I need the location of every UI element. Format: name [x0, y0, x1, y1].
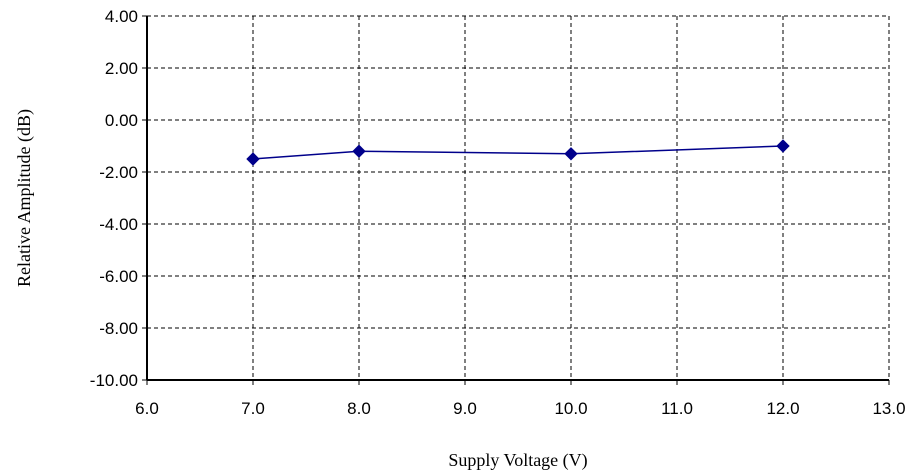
x-tick-label: 8.0 — [347, 399, 371, 418]
y-tick-label: 2.00 — [105, 59, 138, 78]
data-point-marker — [352, 144, 366, 158]
x-axis-title: Supply Voltage (V) — [448, 450, 587, 471]
axes — [142, 15, 890, 385]
x-tick-label: 9.0 — [453, 399, 477, 418]
x-tick-label: 7.0 — [241, 399, 265, 418]
x-tick-label: 13.0 — [872, 399, 905, 418]
y-tick-label: -8.00 — [99, 319, 138, 338]
x-tick-label: 11.0 — [661, 399, 693, 418]
data-point-marker — [776, 139, 790, 153]
y-tick-label: -10.00 — [90, 371, 138, 390]
y-tick-label: 0.00 — [105, 111, 138, 130]
y-tick-label: -2.00 — [99, 163, 138, 182]
y-tick-label: 4.00 — [105, 7, 138, 26]
data-point-marker — [564, 147, 578, 161]
y-axis-title: Relative Amplitude (dB) — [14, 109, 35, 287]
x-tick-label: 10.0 — [554, 399, 587, 418]
y-tick-label: -6.00 — [99, 267, 138, 286]
data-point-marker — [246, 152, 260, 166]
y-tick-label: -4.00 — [99, 215, 138, 234]
grid — [147, 15, 890, 380]
series-line — [252, 145, 784, 160]
x-tick-label: 6.0 — [135, 399, 159, 418]
y-tick-labels: 4.00 2.00 0.00 -2.00 -4.00 -6.00 -8.00 -10.00 — [90, 7, 138, 390]
series-layer — [246, 139, 790, 166]
x-tick-label: 12.0 — [766, 399, 799, 418]
x-tick-labels: 6.0 7.0 8.0 9.0 10.0 11.0 12.0 13.0 — [135, 399, 905, 418]
